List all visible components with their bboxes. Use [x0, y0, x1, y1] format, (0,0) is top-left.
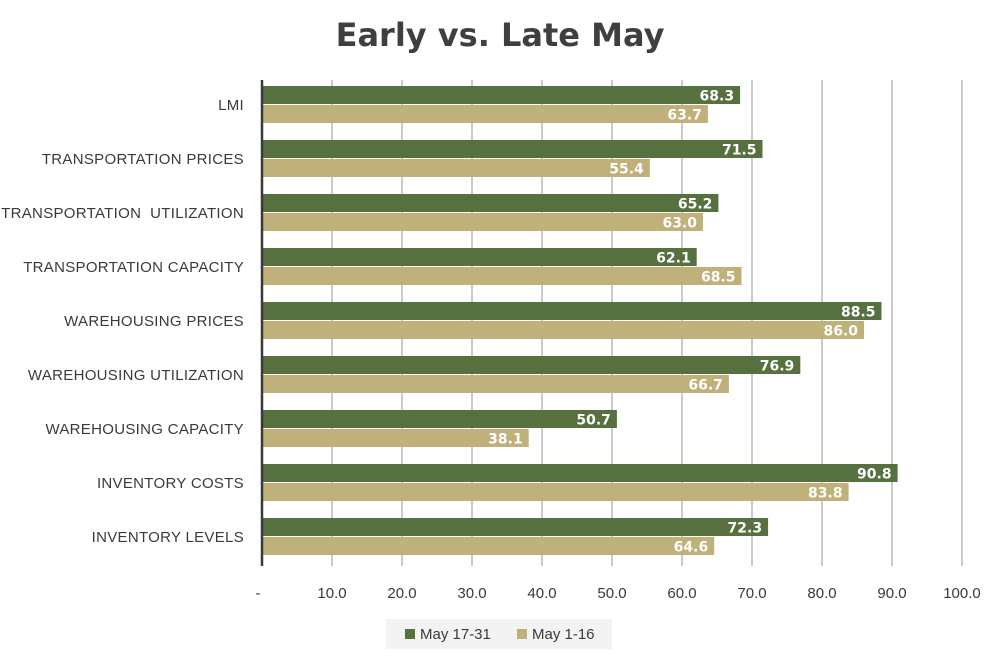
data-label: 63.7	[667, 108, 702, 124]
bar	[262, 213, 703, 231]
x-tick-label: -	[256, 585, 261, 602]
category-label: TRANSPORTATION UTILIZATION	[1, 205, 244, 222]
category-label: LMI	[218, 97, 244, 114]
data-label: 90.8	[857, 467, 892, 483]
category-label: WAREHOUSING PRICES	[64, 313, 244, 330]
bar	[262, 464, 898, 482]
x-tick-label: 60.0	[667, 585, 696, 602]
x-tick-label: 80.0	[807, 585, 836, 602]
bar	[262, 410, 617, 428]
category-labels: LMI TRANSPORTATION PRICES TRANSPORTATION U…	[1, 97, 244, 546]
data-label: 71.5	[722, 143, 757, 159]
data-label: 38.1	[488, 432, 523, 448]
data-label: 55.4	[609, 162, 644, 178]
data-label: 50.7	[576, 413, 611, 429]
bar	[262, 86, 741, 104]
legend: May 17-31 May 1-16	[386, 619, 612, 649]
bar	[262, 105, 708, 123]
bars-group: 68.3 63.7 71.5 55.4 65.2 63.0 62.1 68.5 88.5 86.0…	[262, 86, 898, 556]
bar	[262, 429, 529, 447]
category-label: WAREHOUSING UTILIZATION	[28, 367, 244, 384]
chart-title: Early vs. Late May	[336, 16, 665, 54]
x-tick-label: 90.0	[877, 585, 906, 602]
legend-swatch	[517, 629, 527, 639]
category-label: TRANSPORTATION CAPACITY	[23, 259, 244, 276]
category-label: INVENTORY LEVELS	[92, 529, 244, 546]
x-tick-label: 40.0	[527, 585, 556, 602]
bar	[262, 248, 697, 266]
data-label: 68.5	[701, 270, 736, 286]
x-tick-label: 70.0	[737, 585, 766, 602]
bar	[262, 321, 864, 339]
x-tick-label: 30.0	[457, 585, 486, 602]
data-label: 68.3	[700, 89, 735, 105]
data-label: 62.1	[656, 251, 691, 267]
data-label: 66.7	[688, 378, 723, 394]
x-tick-label: 20.0	[387, 585, 416, 602]
data-label: 72.3	[728, 521, 763, 537]
data-label: 76.9	[760, 359, 795, 375]
legend-swatch	[405, 629, 415, 639]
category-label: WAREHOUSING CAPACITY	[45, 421, 244, 438]
data-label: 65.2	[678, 197, 713, 213]
bar	[262, 140, 763, 158]
bar	[262, 267, 742, 285]
x-tick-label: 10.0	[317, 585, 346, 602]
category-label: TRANSPORTATION PRICES	[42, 151, 244, 168]
data-label: 86.0	[823, 324, 858, 340]
x-tick-label: 100.0	[943, 585, 981, 602]
bar	[262, 302, 882, 320]
legend-label: May 17-31	[420, 626, 491, 643]
bar	[262, 159, 650, 177]
x-tick-label: 50.0	[597, 585, 626, 602]
data-label: 63.0	[662, 216, 697, 232]
bar	[262, 518, 769, 536]
legend-box	[386, 619, 612, 649]
bar	[262, 194, 719, 212]
x-tick-labels: - 10.0 20.0 30.0 40.0 50.0 60.0 70.0 80.0 90.0 100…	[256, 585, 981, 602]
bar	[262, 483, 849, 501]
data-label: 83.8	[808, 486, 843, 502]
data-label: 64.6	[674, 540, 709, 556]
data-label: 88.5	[841, 305, 876, 321]
category-label: INVENTORY COSTS	[97, 475, 244, 492]
legend-label: May 1-16	[532, 626, 595, 643]
bar	[262, 375, 729, 393]
bar	[262, 356, 801, 374]
bar	[262, 537, 715, 555]
